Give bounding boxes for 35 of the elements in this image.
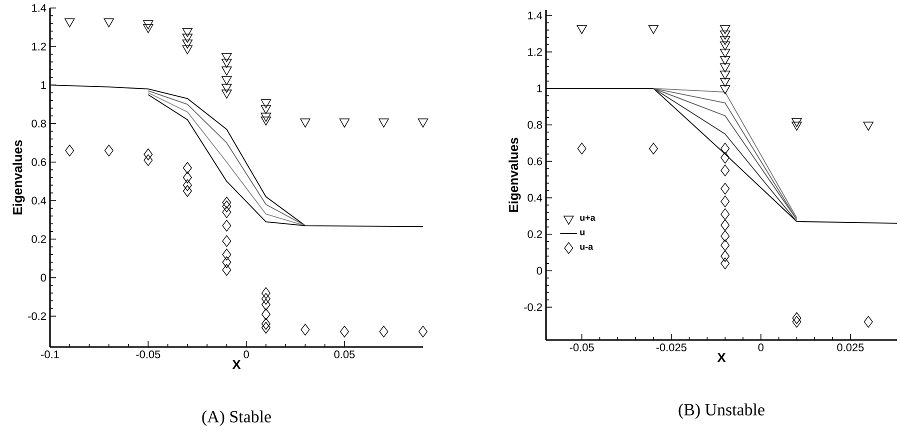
- y-tick-label: 1: [537, 84, 542, 92]
- x-tick-label: -0.025: [656, 344, 686, 352]
- legend-label: u: [580, 230, 585, 236]
- text: (B) Unstable: [678, 404, 764, 419]
- x-tick-label: 0: [758, 344, 764, 352]
- y-tick-label: 0: [40, 274, 46, 282]
- x-tick-label: 0.025: [837, 344, 864, 352]
- text: (A) Stable: [202, 410, 271, 426]
- y-tick-label: -0.2: [524, 303, 542, 312]
- y-tick-label: 1.2: [32, 42, 46, 50]
- x-axis-title: X: [232, 360, 241, 370]
- y-tick-label: 0.8: [32, 120, 46, 128]
- y-tick-label: 1.4: [528, 12, 542, 20]
- x-tick-label: 0: [244, 350, 249, 358]
- y-axis-title: Eigenvalues: [12, 140, 25, 214]
- x-tick-label: -0.05: [136, 350, 160, 358]
- y-tick-label: 1.4: [32, 4, 46, 12]
- x-axis-title: X: [717, 353, 726, 362]
- legend-label: u+a: [580, 215, 596, 221]
- x-tick-label: -0.05: [570, 344, 594, 352]
- legend-label: u-a: [580, 244, 594, 250]
- y-tick-label: -0.2: [28, 312, 46, 320]
- y-tick-label: 0.8: [528, 120, 542, 129]
- y-tick-label: 0.2: [528, 230, 542, 238]
- x-tick-label: 0.05: [334, 350, 355, 358]
- y-tick-label: 0.2: [32, 235, 46, 244]
- y-tick-label: 1.2: [528, 48, 542, 56]
- y-tick-label: 0: [536, 266, 542, 275]
- y-tick-label: 0.6: [528, 157, 542, 166]
- y-axis-title: Eigenvalues: [508, 138, 521, 212]
- y-tick-label: 0.4: [528, 194, 542, 202]
- y-tick-label: 0.4: [32, 196, 46, 204]
- y-tick-label: 0.6: [32, 158, 46, 166]
- x-tick-label: -0.1: [41, 350, 59, 358]
- y-tick-label: 1: [41, 81, 46, 89]
